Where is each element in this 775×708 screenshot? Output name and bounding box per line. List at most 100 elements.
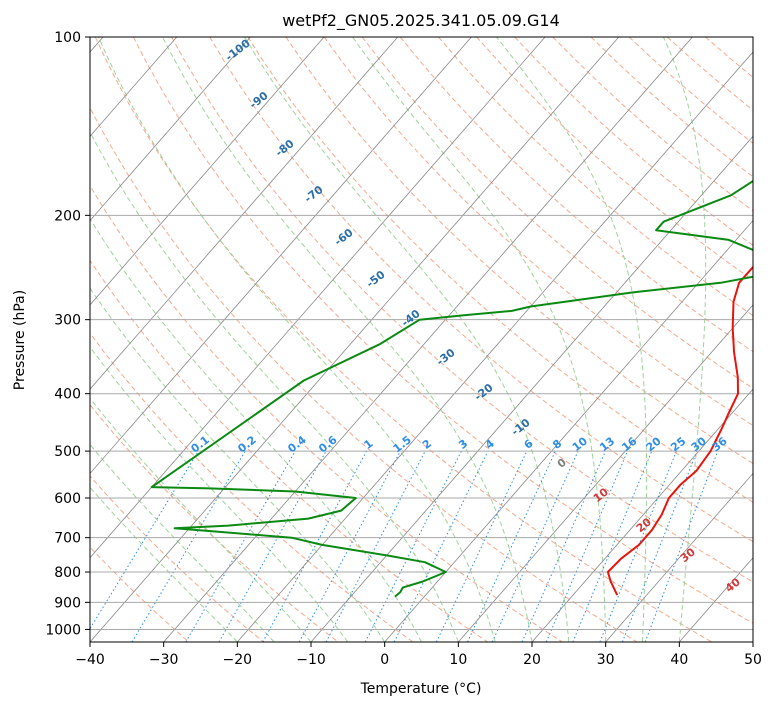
dry-adiabat <box>94 37 712 642</box>
dry-adiabat <box>90 475 264 642</box>
moist-adiabat <box>162 37 533 642</box>
mixing-ratio-line <box>90 450 199 630</box>
chart-title: wetPf2_GN05.2025.341.05.09.G14 <box>282 11 560 31</box>
dry-adiabat-label: 10 <box>591 485 611 505</box>
moist-adiabat-label: -100 <box>223 36 253 63</box>
dry-adiabat <box>247 37 753 503</box>
mixing-ratio-label: 0.4 <box>285 433 309 455</box>
y-tick-label: 600 <box>54 491 81 507</box>
mixing-ratio-line <box>572 450 653 642</box>
dry-adiabat <box>90 184 563 642</box>
moist-adiabat <box>90 443 275 642</box>
mixing-ratio-label: 1 <box>361 437 375 452</box>
x-tick-label: −20 <box>223 652 253 668</box>
background-lines <box>90 37 753 642</box>
moist-adiabat <box>352 37 607 642</box>
y-tick-label: 300 <box>54 313 81 329</box>
mixing-ratio-label: 0.2 <box>235 433 258 455</box>
x-tick-label: 50 <box>744 652 762 668</box>
mixing-ratio-line <box>435 450 528 642</box>
moist-adiabat <box>90 287 386 642</box>
x-tick-label: 10 <box>449 652 467 668</box>
moist-adiabat-label: -60 <box>332 226 356 249</box>
dry-adiabat <box>171 37 753 583</box>
mixing-ratio-line <box>325 450 426 642</box>
dry-adiabat-label: 40 <box>723 575 743 595</box>
moist-adiabat-label: -40 <box>399 307 423 330</box>
mixing-ratio-line <box>298 450 401 642</box>
mixing-ratio-line <box>545 450 629 642</box>
dry-adiabat <box>209 37 753 543</box>
isotherm <box>90 37 620 642</box>
moist-adiabat-label: -90 <box>247 89 271 112</box>
isotherm <box>90 37 472 475</box>
moist-adiabat-label: -30 <box>434 346 458 369</box>
lcl-label: 0 <box>555 456 569 471</box>
y-tick-label: 1000 <box>45 622 81 638</box>
y-tick-label: 400 <box>54 387 81 403</box>
sounding-series <box>150 179 753 598</box>
isotherm <box>752 641 753 642</box>
isotherm <box>310 135 753 642</box>
isotherm <box>163 37 693 642</box>
isotherm <box>384 219 753 642</box>
isotherm <box>90 37 546 559</box>
plot-frame <box>89 36 754 643</box>
y-tick-label: 500 <box>54 444 81 460</box>
dry-adiabat <box>90 546 190 642</box>
mixing-ratio-line <box>521 450 606 642</box>
dry-adiabat <box>90 106 638 642</box>
mixing-ratio-label: 6 <box>522 437 536 452</box>
dry-adiabat <box>438 37 753 317</box>
dry-adiabat <box>399 37 753 353</box>
mixing-ratio-label: 4 <box>483 437 497 452</box>
y-tick-label: 100 <box>54 30 81 46</box>
x-axis-label: Temperature (°C) <box>360 681 482 697</box>
isotherm <box>90 37 251 222</box>
mixing-ratio-label: 1.5 <box>391 433 414 455</box>
mixing-ratio-label: 3 <box>456 437 470 452</box>
dry-adiabat <box>361 37 753 389</box>
moist-adiabat <box>98 37 496 642</box>
dry-adiabat <box>90 404 339 642</box>
isotherm <box>531 388 753 642</box>
y-axis: 100 200 300 400 500 600 700 800 900 1000 <box>45 30 90 638</box>
moist-adiabat <box>90 486 238 642</box>
dry-adiabat <box>90 259 488 642</box>
moist-adiabat-label: -10 <box>509 416 533 439</box>
moist-adiabat-label: -70 <box>302 183 326 206</box>
moist-adiabat <box>662 37 707 642</box>
temperature-line <box>606 265 753 596</box>
x-tick-label: −40 <box>75 652 105 668</box>
isotherm <box>605 472 753 642</box>
x-tick-label: −30 <box>149 652 179 668</box>
isotherm <box>90 37 325 306</box>
mixing-ratio-line <box>131 450 246 642</box>
dewpoint-line <box>150 179 753 598</box>
x-axis: −40 −30 −20 −10 0 10 20 30 40 50 <box>75 642 762 668</box>
dry-adiabat <box>705 37 753 79</box>
moist-adiabat <box>90 346 349 642</box>
x-tick-label: 0 <box>380 652 389 668</box>
moist-adiabat <box>90 131 459 642</box>
mixing-ratio-label: 2 <box>420 437 434 452</box>
moist-adiabat-label: -50 <box>364 268 388 291</box>
dry-adiabat <box>323 37 753 427</box>
mixing-ratio-line <box>185 450 296 642</box>
dry-adiabat <box>285 37 753 465</box>
y-tick-label: 700 <box>54 531 81 547</box>
x-tick-label: 30 <box>597 652 615 668</box>
mixing-ratio-line <box>393 450 489 642</box>
dry-adiabat <box>552 37 753 212</box>
y-tick-label: 200 <box>54 208 81 224</box>
x-tick-label: −10 <box>296 652 326 668</box>
moist-adiabat <box>244 37 570 642</box>
moist-adiabat <box>90 217 422 642</box>
isotherm <box>458 304 753 642</box>
y-axis-label: Pressure (hPa) <box>12 290 28 390</box>
y-tick-label: 800 <box>54 565 81 581</box>
mixing-ratio-line <box>262 450 368 642</box>
dry-adiabat <box>90 332 414 642</box>
mixing-ratio-line <box>218 450 327 642</box>
